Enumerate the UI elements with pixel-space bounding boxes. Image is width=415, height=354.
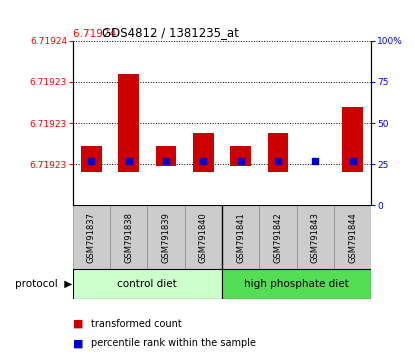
Bar: [297, 205, 334, 269]
Bar: [268, 133, 288, 172]
Bar: [193, 133, 214, 172]
Text: GSM791840: GSM791840: [199, 212, 208, 263]
Text: GSM791844: GSM791844: [348, 212, 357, 263]
Text: control diet: control diet: [117, 279, 177, 289]
Bar: [259, 205, 297, 269]
Bar: [222, 205, 259, 269]
Text: GSM791837: GSM791837: [87, 212, 96, 263]
Text: transformed count: transformed count: [91, 319, 182, 329]
Text: protocol  ▶: protocol ▶: [15, 279, 73, 289]
Text: ■: ■: [73, 338, 87, 348]
Text: GSM791842: GSM791842: [273, 212, 283, 263]
Text: ■: ■: [73, 319, 87, 329]
Bar: [118, 74, 139, 172]
Bar: [147, 205, 185, 269]
Text: GSM791838: GSM791838: [124, 212, 133, 263]
Text: GDS4812 / 1381235_at: GDS4812 / 1381235_at: [102, 26, 239, 39]
Text: 6.71924: 6.71924: [73, 29, 119, 39]
Bar: [342, 107, 363, 172]
Text: high phosphate diet: high phosphate diet: [244, 279, 349, 289]
Bar: [334, 205, 371, 269]
Bar: [110, 205, 147, 269]
Text: GSM791839: GSM791839: [161, 212, 171, 263]
Text: GSM791843: GSM791843: [311, 212, 320, 263]
Bar: [73, 269, 222, 299]
Text: GSM791841: GSM791841: [236, 212, 245, 263]
Bar: [185, 205, 222, 269]
Bar: [81, 146, 102, 172]
Bar: [222, 269, 371, 299]
Bar: [230, 146, 251, 166]
Text: percentile rank within the sample: percentile rank within the sample: [91, 338, 256, 348]
Bar: [156, 146, 176, 166]
Bar: [73, 205, 110, 269]
